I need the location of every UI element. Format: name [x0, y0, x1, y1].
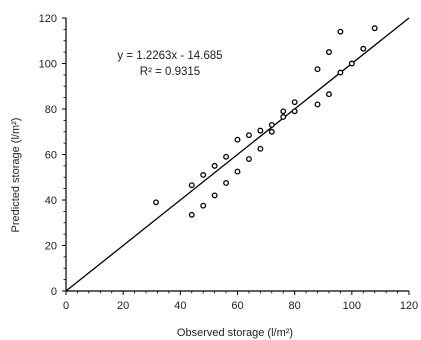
data-point	[314, 66, 321, 73]
data-point	[326, 91, 332, 98]
y-tick-label: 100	[39, 59, 57, 71]
data-point	[188, 182, 195, 189]
data-point	[348, 60, 355, 67]
data-point	[371, 25, 378, 32]
data-point	[280, 114, 287, 120]
data-point	[188, 211, 195, 218]
x-tick-label: 0	[63, 300, 69, 312]
data-point	[257, 127, 264, 134]
x-tick-label: 80	[289, 300, 301, 312]
data-point	[291, 108, 298, 115]
y-tick-label: 40	[45, 195, 57, 207]
x-tick-label: 60	[231, 300, 243, 312]
x-tick-label: 120	[400, 300, 418, 312]
data-point	[245, 132, 252, 139]
y-tick-label: 120	[39, 13, 57, 25]
data-point	[280, 108, 287, 115]
x-tick-label: 40	[174, 300, 186, 312]
data-point	[268, 128, 275, 135]
data-point	[314, 101, 321, 108]
y-axis-title: Predicted storage (l/m²)	[10, 118, 22, 233]
x-tick-label: 20	[117, 300, 129, 312]
data-point	[337, 28, 344, 35]
data-point	[200, 202, 207, 209]
data-point	[153, 199, 159, 206]
data-point	[326, 49, 332, 56]
axes: 0 20 40 60 80 100 120 0 20 40 60 80 100 120	[39, 13, 419, 312]
data-points	[153, 25, 378, 218]
data-point	[211, 162, 218, 169]
regression-equation: y = 1.2263x - 14.685	[117, 50, 222, 62]
y-tick-label: 0	[51, 286, 57, 298]
data-point	[245, 156, 252, 162]
data-point	[360, 45, 367, 52]
y-tick-label: 60	[45, 150, 57, 162]
data-point	[291, 99, 298, 106]
x-axis-title: Observed storage (l/m²)	[177, 327, 293, 339]
data-point	[234, 136, 241, 143]
r-squared-label: R² = 0.9315	[140, 66, 200, 78]
data-point	[223, 179, 230, 186]
x-tick-label: 100	[343, 300, 361, 312]
data-point	[211, 192, 218, 199]
data-point	[268, 121, 275, 128]
data-point	[223, 153, 230, 160]
data-point	[257, 145, 264, 152]
data-point	[337, 69, 344, 76]
y-tick-label: 20	[45, 241, 57, 253]
data-point	[200, 172, 207, 178]
data-point	[234, 168, 241, 175]
y-tick-label: 80	[45, 104, 57, 116]
